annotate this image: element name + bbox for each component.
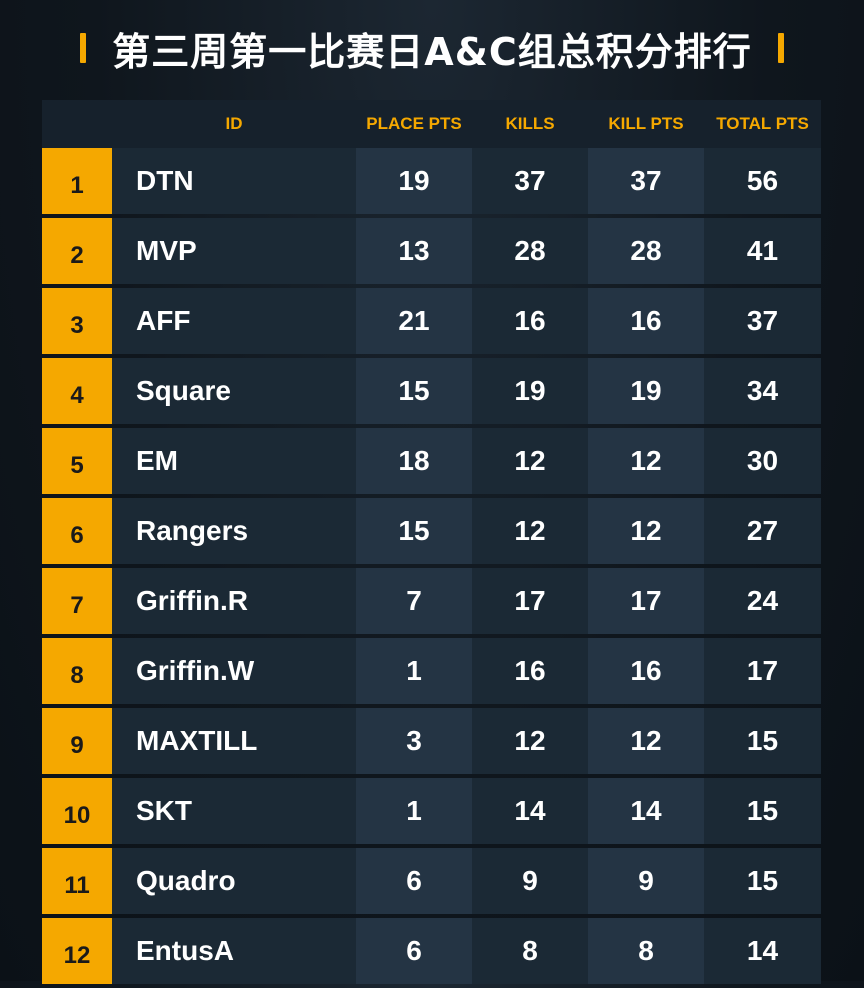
place-pts-cell: 15 — [356, 358, 472, 424]
team-name: Griffin.R — [112, 568, 356, 634]
team-name: MAXTILL — [112, 708, 356, 774]
place-pts-cell: 6 — [356, 848, 472, 914]
total-pts-cell: 41 — [704, 218, 821, 284]
header-kill-pts: KILL PTS — [608, 114, 684, 133]
rank-cell: 4 — [42, 358, 112, 424]
team-name: SKT — [112, 778, 356, 844]
rank-cell: 12 — [42, 918, 112, 984]
kill-pts-cell: 16 — [588, 288, 704, 354]
kills-cell: 28 — [472, 218, 588, 284]
kills-cell: 19 — [472, 358, 588, 424]
table-row: 1 DTN 19 37 37 56 — [42, 148, 821, 214]
table-row: 5 EM 18 12 12 30 — [42, 428, 821, 494]
table-row: 9 MAXTILL 3 12 12 15 — [42, 708, 821, 774]
kills-cell: 37 — [472, 148, 588, 214]
table-row: 6 Rangers 15 12 12 27 — [42, 498, 821, 564]
kills-cell: 12 — [472, 708, 588, 774]
rank-cell: 3 — [42, 288, 112, 354]
title-accent-left — [80, 33, 87, 63]
team-name: Quadro — [112, 848, 356, 914]
team-name: Square — [112, 358, 356, 424]
team-name: Griffin.W — [112, 638, 356, 704]
title-bar: 第三周第一比赛日A&C组总积分排行 — [0, 22, 864, 74]
kill-pts-cell: 8 — [588, 918, 704, 984]
table-row: 2 MVP 13 28 28 41 — [42, 218, 821, 284]
table-row: 10 SKT 1 14 14 15 — [42, 778, 821, 844]
total-pts-cell: 27 — [704, 498, 821, 564]
kill-pts-cell: 37 — [588, 148, 704, 214]
kills-cell: 16 — [472, 638, 588, 704]
kills-cell: 17 — [472, 568, 588, 634]
rank-cell: 9 — [42, 708, 112, 774]
kill-pts-cell: 28 — [588, 218, 704, 284]
place-pts-cell: 6 — [356, 918, 472, 984]
header-total-pts: TOTAL PTS — [716, 114, 809, 133]
place-pts-cell: 1 — [356, 638, 472, 704]
kill-pts-cell: 16 — [588, 638, 704, 704]
header-id: ID — [225, 114, 243, 133]
table-body: 1 DTN 19 37 37 56 2 MVP 13 28 28 41 3 AFF 21 16 16 37 4 Squ… — [42, 148, 821, 984]
total-pts-cell: 15 — [704, 778, 821, 844]
team-name: AFF — [112, 288, 356, 354]
kill-pts-cell: 19 — [588, 358, 704, 424]
header-place-pts: PLACE PTS — [366, 114, 462, 133]
table-row: 3 AFF 21 16 16 37 — [42, 288, 821, 354]
place-pts-cell: 21 — [356, 288, 472, 354]
place-pts-cell: 13 — [356, 218, 472, 284]
table-row: 11 Quadro 6 9 9 15 — [42, 848, 821, 914]
kill-pts-cell: 12 — [588, 428, 704, 494]
total-pts-cell: 14 — [704, 918, 821, 984]
rank-cell: 2 — [42, 218, 112, 284]
rank-cell: 5 — [42, 428, 112, 494]
rank-cell: 11 — [42, 848, 112, 914]
kill-pts-cell: 9 — [588, 848, 704, 914]
rank-cell: 8 — [42, 638, 112, 704]
kills-cell: 12 — [472, 498, 588, 564]
rank-cell: 10 — [42, 778, 112, 844]
table-row: 8 Griffin.W 1 16 16 17 — [42, 638, 821, 704]
team-name: EM — [112, 428, 356, 494]
team-name: EntusA — [112, 918, 356, 984]
team-name: DTN — [112, 148, 356, 214]
kill-pts-cell: 17 — [588, 568, 704, 634]
table-header: ID PLACE PTS KILLS KILL PTS TOTAL PTS — [42, 100, 821, 148]
page-title: 第三周第一比赛日A&C组总积分排行 — [112, 29, 752, 74]
kills-cell: 16 — [472, 288, 588, 354]
table-row: 4 Square 15 19 19 34 — [42, 358, 821, 424]
total-pts-cell: 30 — [704, 428, 821, 494]
rank-cell: 1 — [42, 148, 112, 214]
place-pts-cell: 1 — [356, 778, 472, 844]
total-pts-cell: 24 — [704, 568, 821, 634]
rank-cell: 7 — [42, 568, 112, 634]
total-pts-cell: 15 — [704, 708, 821, 774]
place-pts-cell: 15 — [356, 498, 472, 564]
kill-pts-cell: 12 — [588, 708, 704, 774]
total-pts-cell: 15 — [704, 848, 821, 914]
kill-pts-cell: 12 — [588, 498, 704, 564]
total-pts-cell: 37 — [704, 288, 821, 354]
place-pts-cell: 18 — [356, 428, 472, 494]
team-name: MVP — [112, 218, 356, 284]
kills-cell: 14 — [472, 778, 588, 844]
total-pts-cell: 17 — [704, 638, 821, 704]
total-pts-cell: 56 — [704, 148, 821, 214]
place-pts-cell: 19 — [356, 148, 472, 214]
total-pts-cell: 34 — [704, 358, 821, 424]
team-name: Rangers — [112, 498, 356, 564]
table-row: 12 EntusA 6 8 8 14 — [42, 918, 821, 984]
header-kills: KILLS — [505, 114, 555, 133]
kills-cell: 8 — [472, 918, 588, 984]
table-row: 7 Griffin.R 7 17 17 24 — [42, 568, 821, 634]
kills-cell: 12 — [472, 428, 588, 494]
kills-cell: 9 — [472, 848, 588, 914]
title-accent-right — [777, 33, 784, 63]
place-pts-cell: 7 — [356, 568, 472, 634]
rank-cell: 6 — [42, 498, 112, 564]
place-pts-cell: 3 — [356, 708, 472, 774]
kill-pts-cell: 14 — [588, 778, 704, 844]
